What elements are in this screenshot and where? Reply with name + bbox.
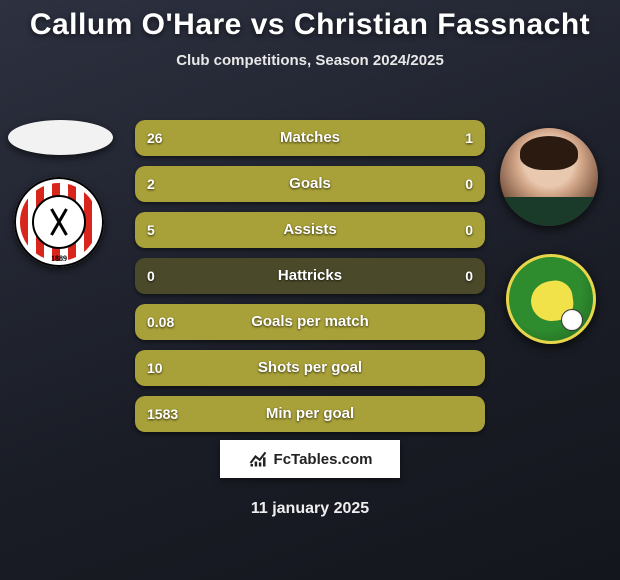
stat-row: 261Matches xyxy=(135,120,485,156)
page-title: Callum O'Hare vs Christian Fassnacht xyxy=(0,0,620,42)
stat-label: Hattricks xyxy=(135,258,485,294)
club-left-year: 1889 xyxy=(14,254,104,263)
stat-row: 20Goals xyxy=(135,166,485,202)
swords-icon xyxy=(44,207,74,237)
stat-label: Min per goal xyxy=(135,396,485,432)
stat-row: 10Shots per goal xyxy=(135,350,485,386)
player-left-photo xyxy=(8,120,113,155)
date-label: 11 january 2025 xyxy=(0,500,620,518)
footer-brand: FcTables.com xyxy=(220,440,400,478)
stat-label: Goals per match xyxy=(135,304,485,340)
stat-label: Goals xyxy=(135,166,485,202)
player-right-photo xyxy=(500,128,598,226)
stat-label: Assists xyxy=(135,212,485,248)
chart-icon xyxy=(248,449,268,469)
left-player-column: 1889 xyxy=(8,120,118,267)
stat-row: 50Assists xyxy=(135,212,485,248)
subtitle: Club competitions, Season 2024/2025 xyxy=(0,52,620,69)
stat-bars: 261Matches 20Goals 50Assists 00Hattricks 0.0… xyxy=(135,120,485,442)
club-right-badge xyxy=(506,254,596,344)
stat-label: Matches xyxy=(135,120,485,156)
stat-row: 0.08Goals per match xyxy=(135,304,485,340)
right-player-column xyxy=(500,128,610,344)
stat-row: 1583Min per goal xyxy=(135,396,485,432)
club-left-badge: 1889 xyxy=(14,177,104,267)
stat-label: Shots per goal xyxy=(135,350,485,386)
stat-row: 00Hattricks xyxy=(135,258,485,294)
footer-brand-label: FcTables.com xyxy=(274,451,373,468)
